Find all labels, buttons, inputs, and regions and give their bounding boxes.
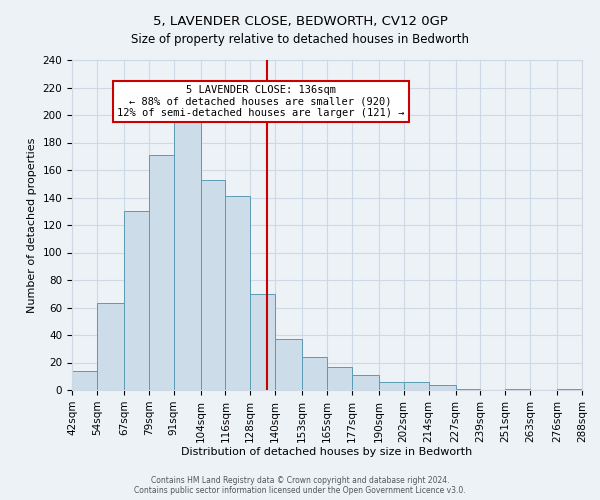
Bar <box>97 304 124 390</box>
Bar <box>455 388 481 390</box>
Bar <box>200 180 226 390</box>
Bar <box>250 294 275 390</box>
Bar <box>428 384 455 390</box>
Bar <box>173 115 200 390</box>
Bar <box>327 366 352 390</box>
Bar <box>124 211 149 390</box>
Bar <box>226 196 250 390</box>
Bar <box>557 388 582 390</box>
Bar <box>379 382 404 390</box>
Text: 5, LAVENDER CLOSE, BEDWORTH, CV12 0GP: 5, LAVENDER CLOSE, BEDWORTH, CV12 0GP <box>152 15 448 28</box>
Bar <box>352 375 379 390</box>
Text: 5 LAVENDER CLOSE: 136sqm
← 88% of detached houses are smaller (920)
12% of semi-: 5 LAVENDER CLOSE: 136sqm ← 88% of detach… <box>117 84 404 118</box>
X-axis label: Distribution of detached houses by size in Bedworth: Distribution of detached houses by size … <box>181 448 473 458</box>
Bar <box>302 357 327 390</box>
Bar <box>149 155 173 390</box>
Bar <box>404 382 428 390</box>
Text: Size of property relative to detached houses in Bedworth: Size of property relative to detached ho… <box>131 32 469 46</box>
Y-axis label: Number of detached properties: Number of detached properties <box>27 138 37 312</box>
Bar <box>505 388 530 390</box>
Text: Contains HM Land Registry data © Crown copyright and database right 2024.
Contai: Contains HM Land Registry data © Crown c… <box>134 476 466 495</box>
Bar <box>72 371 97 390</box>
Bar <box>275 339 302 390</box>
